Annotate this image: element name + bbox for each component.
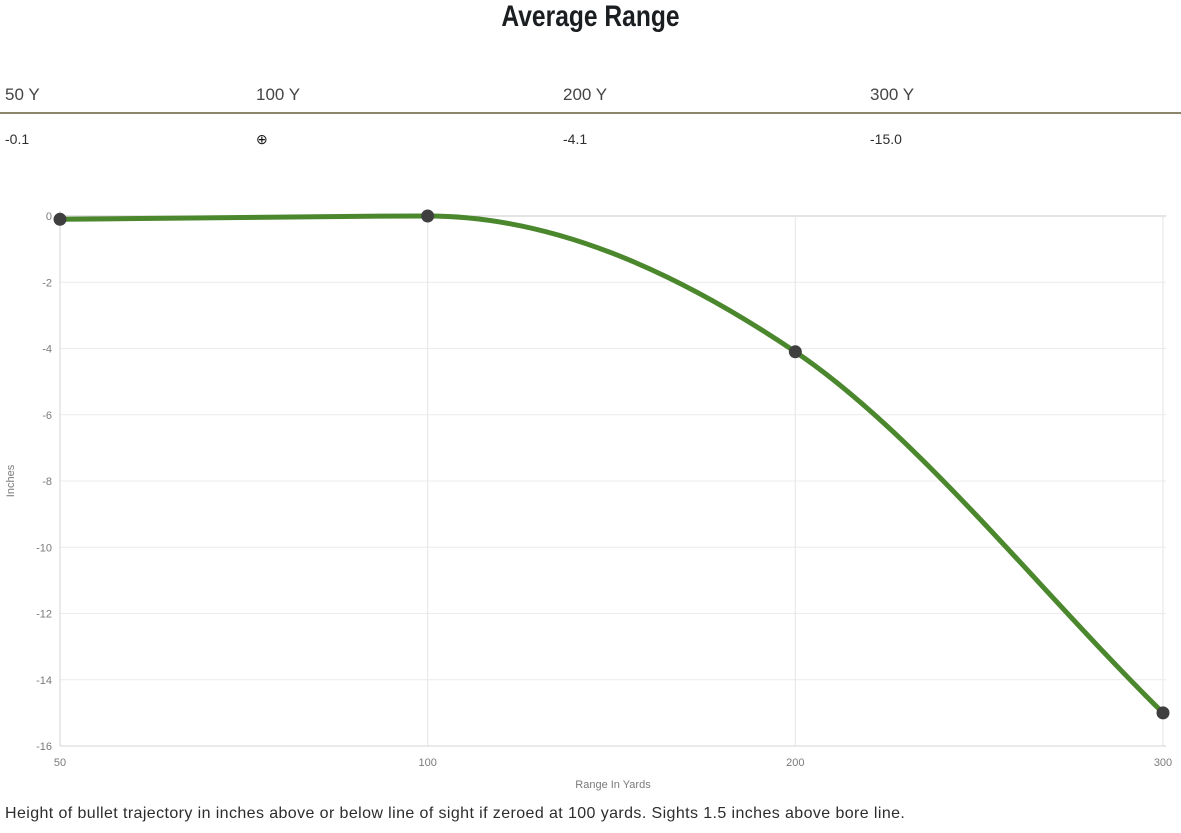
data-point[interactable] [788,345,802,359]
trajectory-line [57,213,1166,716]
range-header-row: 50 Y 100 Y 200 Y 300 Y [0,84,1181,114]
zero-crosshair-icon: ⊕ [256,131,268,147]
range-header-100y: 100 Y [256,85,301,104]
range-value-50y: -0.1 [5,131,30,147]
range-value-300y: -15.0 [870,131,902,147]
y-tick-label: -6 [42,410,52,422]
y-tick-label: -8 [42,476,52,488]
y-tick-label: -2 [42,277,52,289]
range-header-200y: 200 Y [563,85,608,104]
page-title: Average Range [501,0,680,33]
range-summary-table: 50 Y 100 Y 200 Y 300 Y -0.1 ⊕ -4.1 -15.0 [0,84,1181,148]
range-header-50y: 50 Y [5,85,40,104]
y-tick-label: -10 [36,542,52,554]
data-point[interactable] [53,212,67,226]
x-axis-title: Range In Yards [575,779,651,791]
data-point[interactable] [421,209,435,223]
y-tick-label: -12 [36,609,52,621]
data-point[interactable] [1156,706,1170,720]
x-tick-label: 300 [1154,757,1172,769]
y-axis-title: Inches [5,464,17,497]
x-tick-label: 50 [54,757,66,769]
y-tick-label: -16 [36,741,52,753]
range-header-300y: 300 Y [870,85,915,104]
y-tick-label: 0 [46,211,52,223]
chart-caption: Height of bullet trajectory in inches ab… [5,805,906,822]
y-tick-label: -4 [42,344,52,356]
x-tick-label: 200 [786,757,804,769]
y-tick-label: -14 [36,675,52,687]
range-value-200y: -4.1 [563,131,588,147]
x-tick-label: 100 [418,757,436,769]
range-value-row: -0.1 ⊕ -4.1 -15.0 [0,114,1181,148]
